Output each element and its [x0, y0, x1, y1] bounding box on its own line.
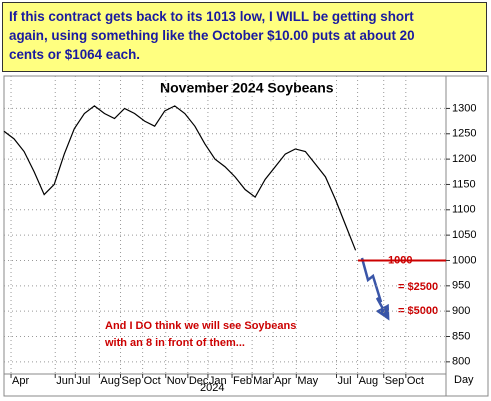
- x-tick-label: Feb: [233, 375, 252, 387]
- chart-title: November 2024 Soybeans: [160, 80, 334, 96]
- x-tick-label: Jul: [338, 375, 352, 387]
- arrow: [360, 257, 390, 321]
- y-tick-label: 1000: [452, 254, 476, 266]
- year-label: 2024: [200, 382, 224, 394]
- y-tick-label: 1150: [452, 178, 476, 190]
- x-tick-label: Jul: [76, 375, 90, 387]
- x-tick-label: Apr: [12, 375, 29, 387]
- x-tick-label: Nov: [167, 375, 187, 387]
- risk-label: = $2500: [398, 281, 438, 293]
- risk-label: = $5000: [398, 305, 438, 317]
- header-note: If this contract gets back to its 1013 l…: [2, 2, 487, 72]
- header-line: again, using something like the October …: [9, 28, 415, 43]
- x-tick-label: Jan: [209, 375, 227, 387]
- x-tick-label: May: [297, 375, 318, 387]
- y-tick-label: 1250: [452, 128, 476, 140]
- x-tick-label: Sep: [385, 375, 405, 387]
- y-axis-area: [445, 75, 489, 397]
- y-tick-label: 1050: [452, 229, 476, 241]
- x-tick-label: Aug: [359, 375, 379, 387]
- x-tick-label: Oct: [407, 375, 424, 387]
- reference-label: 1000: [388, 254, 412, 266]
- header-line: cents or $1064 each.: [9, 47, 141, 62]
- x-tick-label: Sep: [122, 375, 142, 387]
- y-tick-label: 950: [452, 280, 470, 292]
- y-tick-label: 1100: [452, 204, 476, 216]
- note: And I DO think we will see Soybeans: [105, 320, 296, 332]
- x-unit-label: Day: [454, 374, 474, 386]
- price-line: [3, 105, 357, 251]
- note: with an 8 in front of them...: [104, 337, 245, 349]
- x-tick-label: Aug: [100, 375, 120, 387]
- x-tick-label: Jun: [56, 375, 74, 387]
- header-line: If this contract gets back to its 1013 l…: [9, 9, 414, 24]
- y-tick-label: 800: [452, 356, 470, 368]
- plot-area: [3, 75, 447, 375]
- y-tick-label: 1200: [452, 153, 476, 165]
- y-tick-label: 900: [452, 305, 470, 317]
- x-tick-label: Oct: [144, 375, 161, 387]
- x-tick-label: Mar: [253, 375, 272, 387]
- y-tick-label: 850: [452, 330, 470, 342]
- x-tick-label: Apr: [274, 375, 291, 387]
- x-tick-label: Dec: [189, 375, 209, 387]
- x-axis-area: [3, 373, 447, 397]
- y-tick-label: 1300: [452, 102, 476, 114]
